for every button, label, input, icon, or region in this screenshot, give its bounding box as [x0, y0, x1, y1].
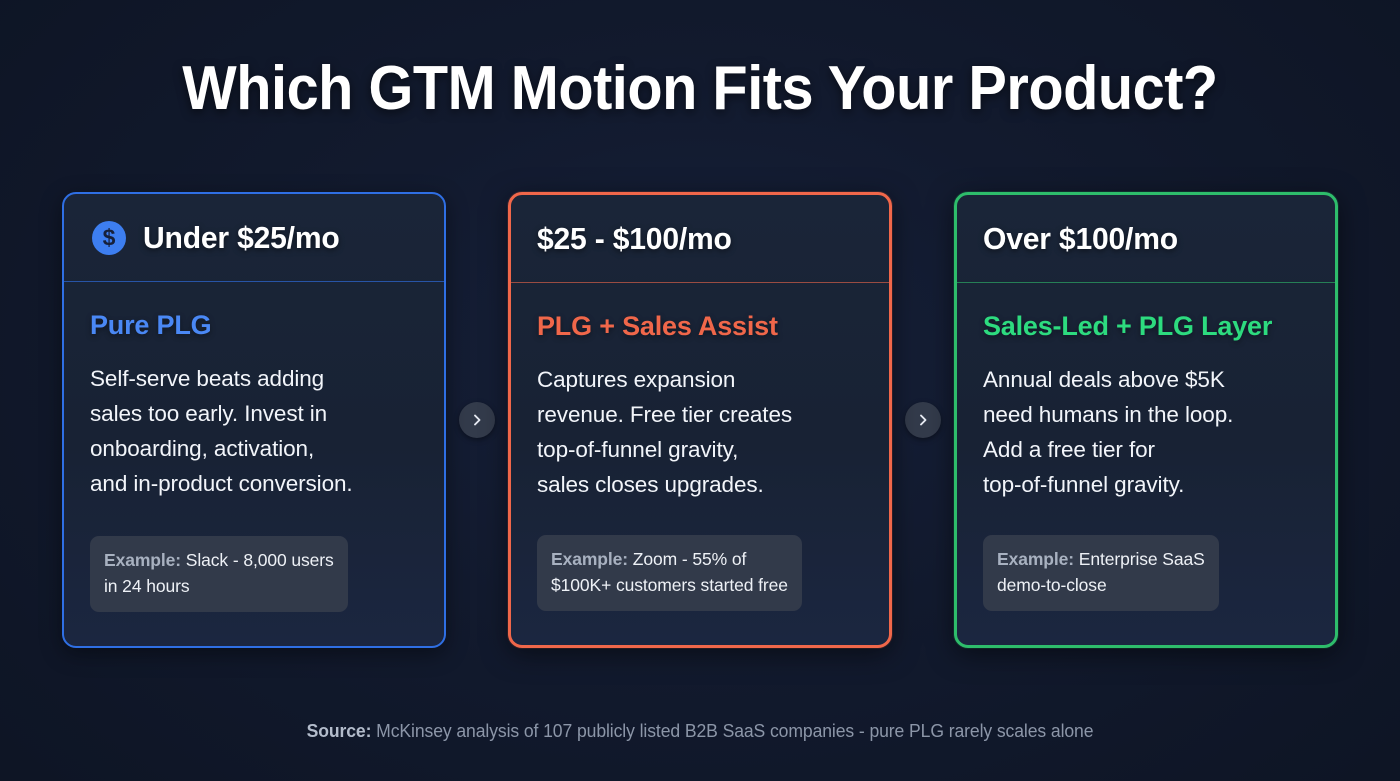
tier-price-label: Under $25/mo [143, 219, 340, 255]
gtm-motion-name: Pure PLG [90, 310, 212, 340]
card-body: Sales-Led + PLG Layer Annual deals above… [957, 283, 1335, 645]
example-text: Slack - 8,000 users in 24 hours [104, 550, 334, 596]
card-header: Over $100/mo [957, 195, 1335, 283]
card-body: Pure PLG Self-serve beats adding sales t… [64, 282, 444, 646]
card-header: $ Under $25/mo [64, 194, 444, 282]
tier-price-label: $25 - $100/mo [537, 220, 732, 256]
chevron-right-icon [469, 412, 485, 428]
tier-card-25-to-100[interactable]: $25 - $100/mo PLG + Sales Assist Capture… [508, 192, 892, 648]
gtm-motion-name: Sales-Led + PLG Layer [983, 311, 1273, 341]
gtm-motion-description: Annual deals above $5K need humans in th… [983, 367, 1234, 497]
connector-arrow-2 [905, 402, 941, 438]
card-header: $25 - $100/mo [511, 195, 889, 283]
example-label: Example: [104, 550, 182, 570]
example-callout: Example: Slack - 8,000 users in 24 hours [90, 536, 348, 612]
example-text: Zoom - 55% of $100K+ customers started f… [551, 549, 788, 595]
svg-text:$: $ [103, 224, 116, 250]
dollar-circle-icon: $ [90, 219, 128, 257]
tier-card-row: $ Under $25/mo Pure PLG Self-serve beats… [62, 192, 1338, 648]
example-text: Enterprise SaaS demo-to-close [997, 549, 1205, 595]
example-label: Example: [551, 549, 629, 569]
tier-price-label: Over $100/mo [983, 220, 1178, 256]
page-title: Which GTM Motion Fits Your Product? [182, 54, 1218, 123]
source-text: McKinsey analysis of 107 publicly listed… [371, 720, 1094, 741]
gtm-motion-description: Captures expansion revenue. Free tier cr… [537, 367, 793, 497]
source-note: Source: McKinsey analysis of 107 publicl… [35, 718, 1365, 744]
tier-card-over-100[interactable]: Over $100/mo Sales-Led + PLG Layer Annua… [954, 192, 1338, 648]
connector-arrow-1 [459, 402, 495, 438]
example-callout: Example: Enterprise SaaS demo-to-close [983, 535, 1219, 611]
gtm-motion-description: Self-serve beats adding sales too early.… [90, 366, 353, 496]
gtm-motion-name: PLG + Sales Assist [537, 311, 778, 341]
chevron-right-icon [915, 412, 931, 428]
tier-card-under-25[interactable]: $ Under $25/mo Pure PLG Self-serve beats… [62, 192, 446, 648]
card-body: PLG + Sales Assist Captures expansion re… [511, 283, 889, 645]
source-label: Source: [306, 720, 372, 741]
example-label: Example: [997, 549, 1075, 569]
example-callout: Example: Zoom - 55% of $100K+ customers … [537, 535, 802, 611]
